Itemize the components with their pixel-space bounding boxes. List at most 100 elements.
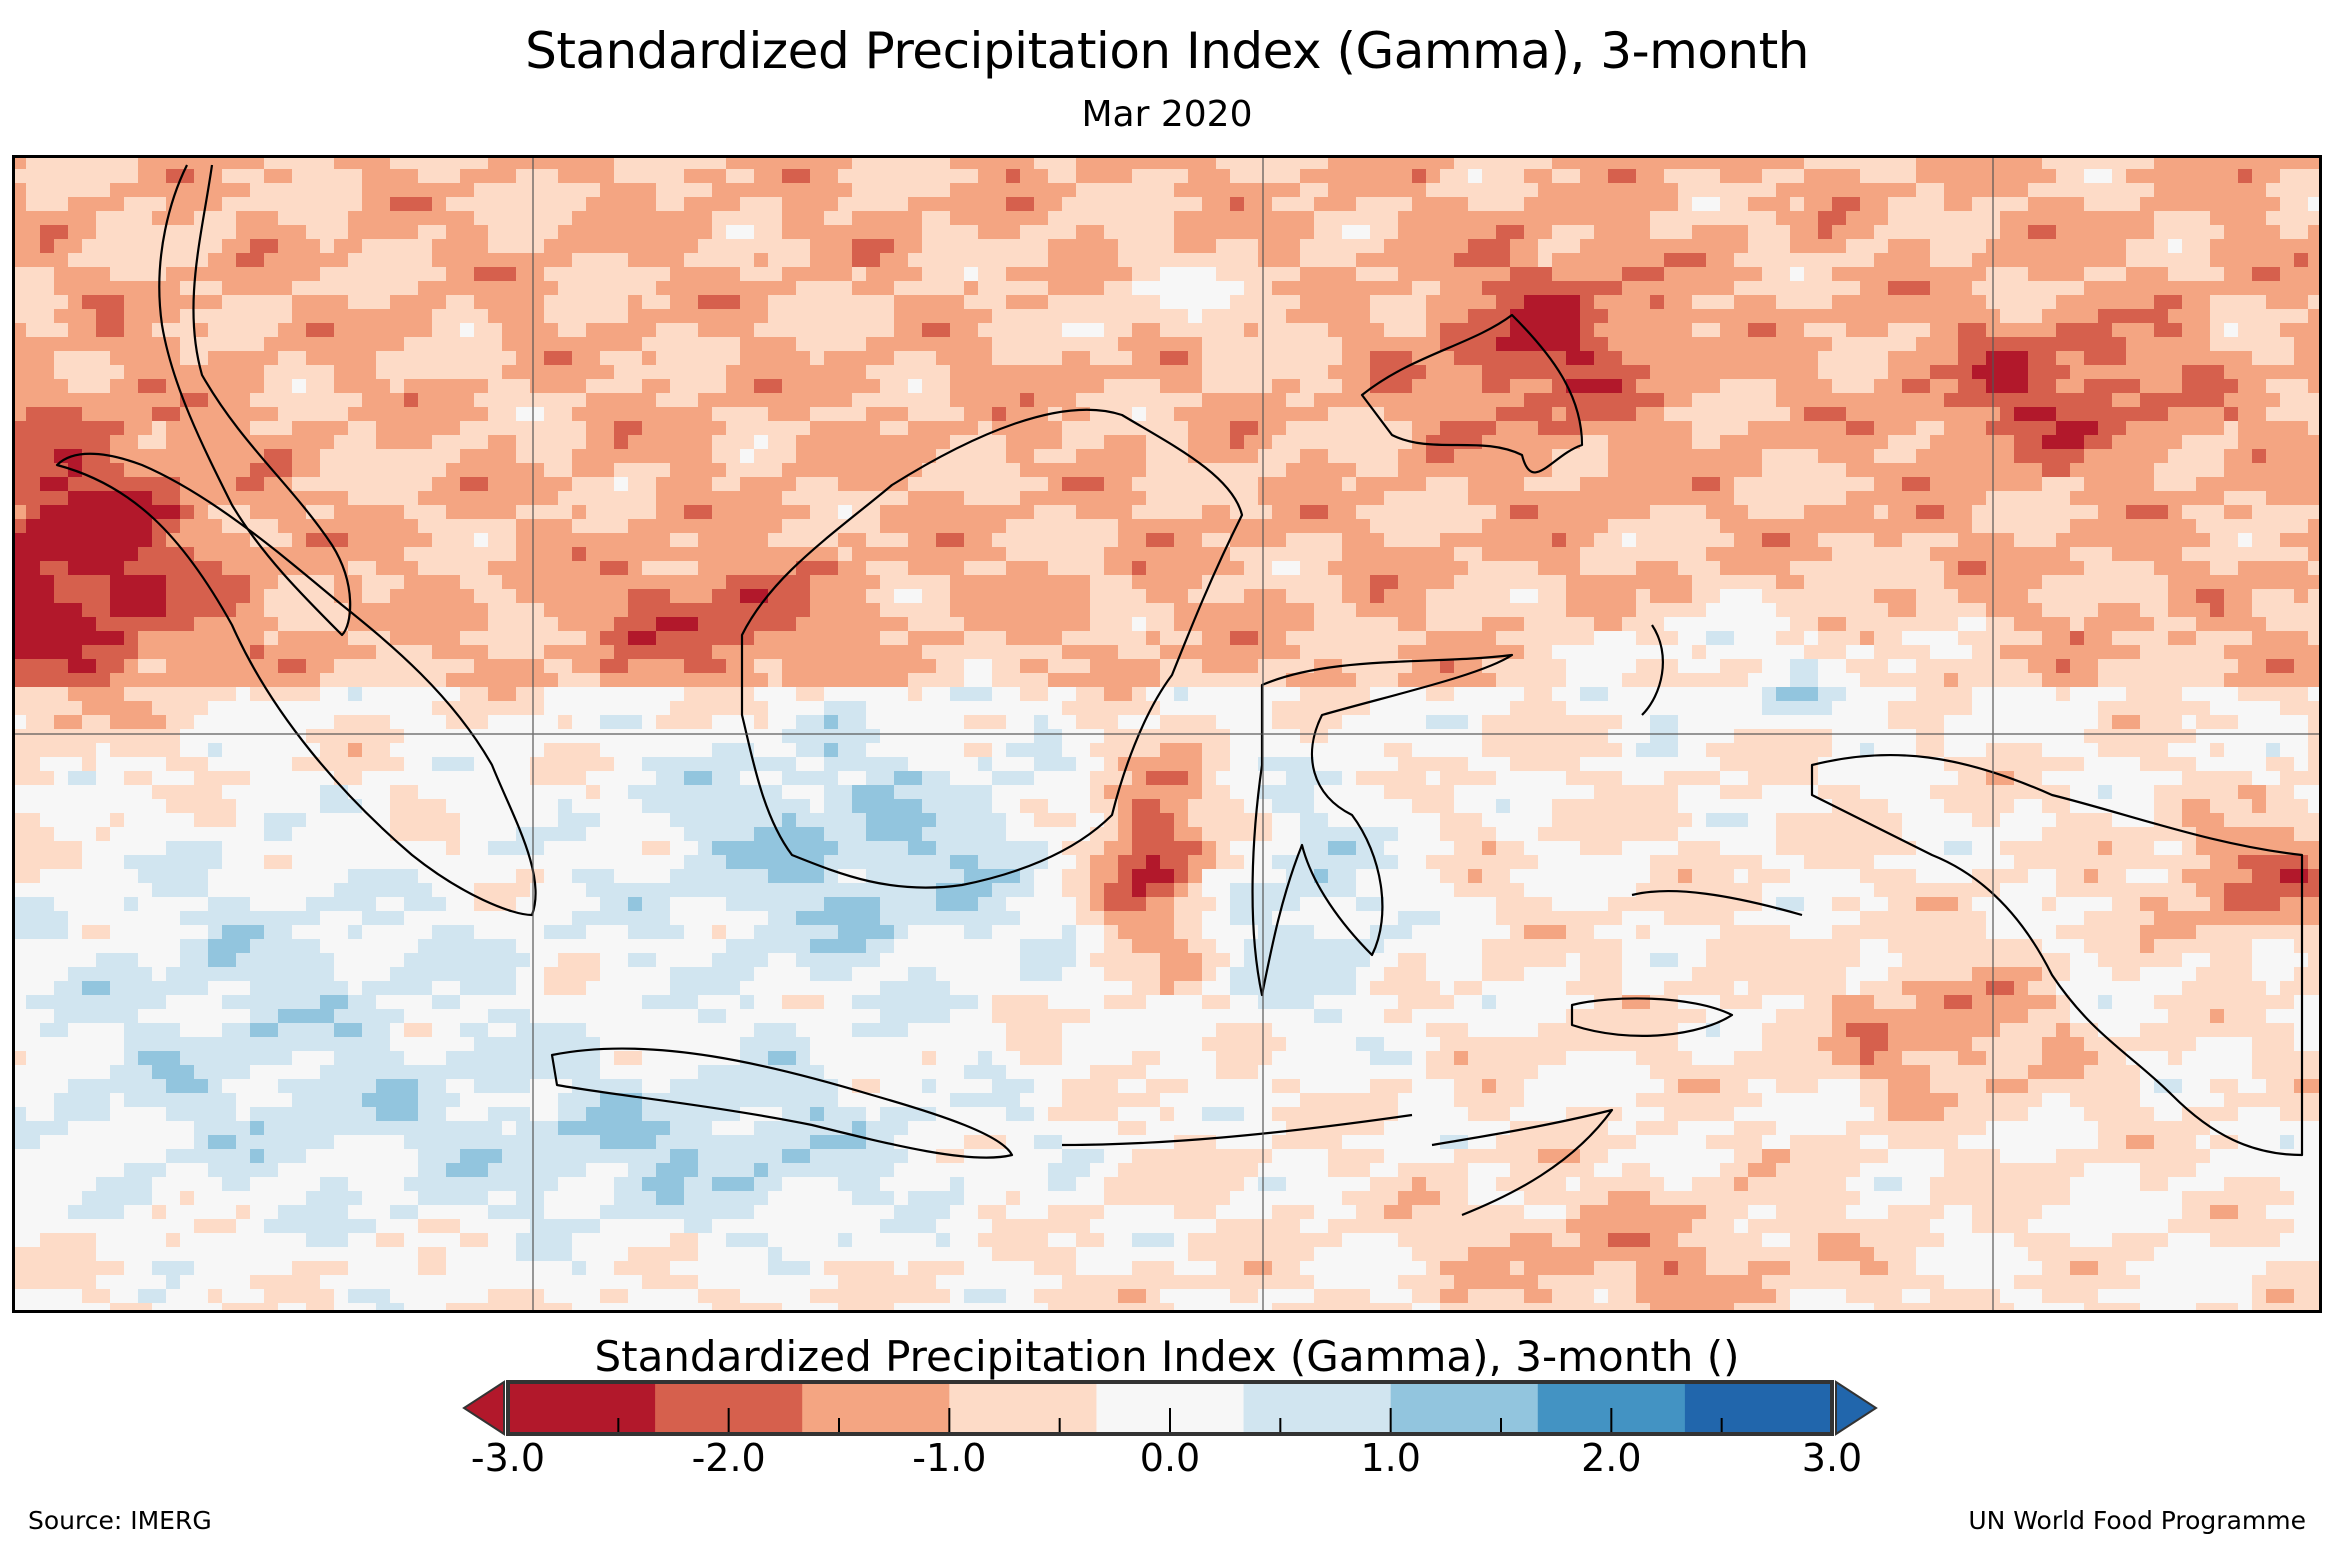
spi-cell — [2056, 253, 2071, 268]
spi-cell — [908, 365, 923, 380]
spi-cell — [2014, 323, 2029, 338]
spi-cell — [194, 393, 209, 408]
spi-cell — [978, 225, 993, 240]
spi-cell — [320, 477, 335, 492]
spi-cell — [474, 155, 489, 170]
spi-cell — [1580, 169, 1595, 184]
spi-cell — [824, 407, 839, 422]
spi-cell — [2000, 225, 2015, 240]
spi-cell — [2210, 211, 2225, 226]
spi-cell — [1510, 225, 1525, 240]
spi-cell — [1468, 533, 1483, 548]
spi-cell — [1636, 309, 1651, 324]
spi-cell — [82, 197, 97, 212]
spi-cell — [68, 407, 83, 422]
spi-cell — [2308, 533, 2322, 548]
spi-cell — [1020, 337, 1035, 352]
spi-cell — [908, 295, 923, 310]
spi-cell — [1062, 365, 1077, 380]
spi-cell — [754, 309, 769, 324]
spi-cell — [558, 519, 573, 534]
spi-cell — [502, 253, 517, 268]
spi-cell — [334, 575, 349, 590]
spi-cell — [12, 323, 27, 338]
spi-cell — [530, 323, 545, 338]
spi-cell — [1650, 533, 1665, 548]
spi-cell — [404, 435, 419, 450]
spi-cell — [12, 491, 27, 506]
spi-cell — [418, 309, 433, 324]
spi-cell — [474, 197, 489, 212]
spi-cell — [880, 281, 895, 296]
spi-cell — [922, 421, 937, 436]
spi-cell — [40, 533, 55, 548]
spi-cell — [138, 211, 153, 226]
spi-cell — [1006, 323, 1021, 338]
spi-cell — [1636, 197, 1651, 212]
spi-cell — [1020, 463, 1035, 478]
spi-cell — [1286, 435, 1301, 450]
spi-cell — [656, 491, 671, 506]
spi-cell — [1748, 239, 1763, 254]
spi-cell — [1034, 323, 1049, 338]
spi-cell — [2112, 421, 2127, 436]
spi-cell — [1034, 267, 1049, 282]
spi-cell — [726, 533, 741, 548]
spi-cell — [1832, 351, 1847, 366]
spi-cell — [1174, 547, 1189, 562]
spi-cell — [1636, 505, 1651, 520]
spi-cell — [474, 463, 489, 478]
spi-cell — [278, 309, 293, 324]
spi-cell — [2224, 183, 2239, 198]
spi-cell — [1482, 239, 1497, 254]
spi-cell — [250, 505, 265, 520]
spi-cell — [1860, 421, 1875, 436]
spi-cell — [2070, 505, 2085, 520]
spi-cell — [306, 463, 321, 478]
spi-cell — [2154, 169, 2169, 184]
spi-cell — [264, 477, 279, 492]
spi-cell — [1748, 505, 1763, 520]
spi-cell — [768, 477, 783, 492]
spi-cell — [1076, 169, 1091, 184]
spi-cell — [2112, 183, 2127, 198]
spi-cell — [1468, 491, 1483, 506]
spi-cell — [1258, 351, 1273, 366]
spi-cell — [1300, 407, 1315, 422]
spi-cell — [1608, 155, 1623, 170]
spi-cell — [642, 435, 657, 450]
spi-cell — [1454, 533, 1469, 548]
spi-cell — [1020, 155, 1035, 170]
spi-cell — [964, 267, 979, 282]
spi-cell — [1902, 169, 1917, 184]
spi-cell — [656, 197, 671, 212]
spi-cell — [782, 309, 797, 324]
spi-cell — [1286, 505, 1301, 520]
spi-cell — [992, 351, 1007, 366]
spi-cell — [1972, 449, 1987, 464]
spi-cell — [1090, 253, 1105, 268]
spi-cell — [2000, 351, 2015, 366]
spi-cell — [2168, 281, 2183, 296]
spi-cell — [894, 295, 909, 310]
spi-cell — [2266, 533, 2281, 548]
spi-cell — [460, 295, 475, 310]
spi-cell — [586, 211, 601, 226]
spi-cell — [82, 253, 97, 268]
spi-cell — [264, 169, 279, 184]
spi-cell — [558, 463, 573, 478]
spi-cell — [880, 505, 895, 520]
spi-cell — [1286, 561, 1301, 576]
spi-cell — [1426, 169, 1441, 184]
spi-cell — [194, 211, 209, 226]
spi-cell — [1006, 169, 1021, 184]
spi-cell — [2056, 449, 2071, 464]
spi-cell — [1300, 211, 1315, 226]
spi-cell — [110, 435, 125, 450]
spi-cell — [2238, 253, 2253, 268]
spi-cell — [614, 183, 629, 198]
spi-cell — [250, 155, 265, 170]
spi-cell — [82, 155, 97, 170]
spi-cell — [1006, 211, 1021, 226]
spi-cell — [194, 183, 209, 198]
